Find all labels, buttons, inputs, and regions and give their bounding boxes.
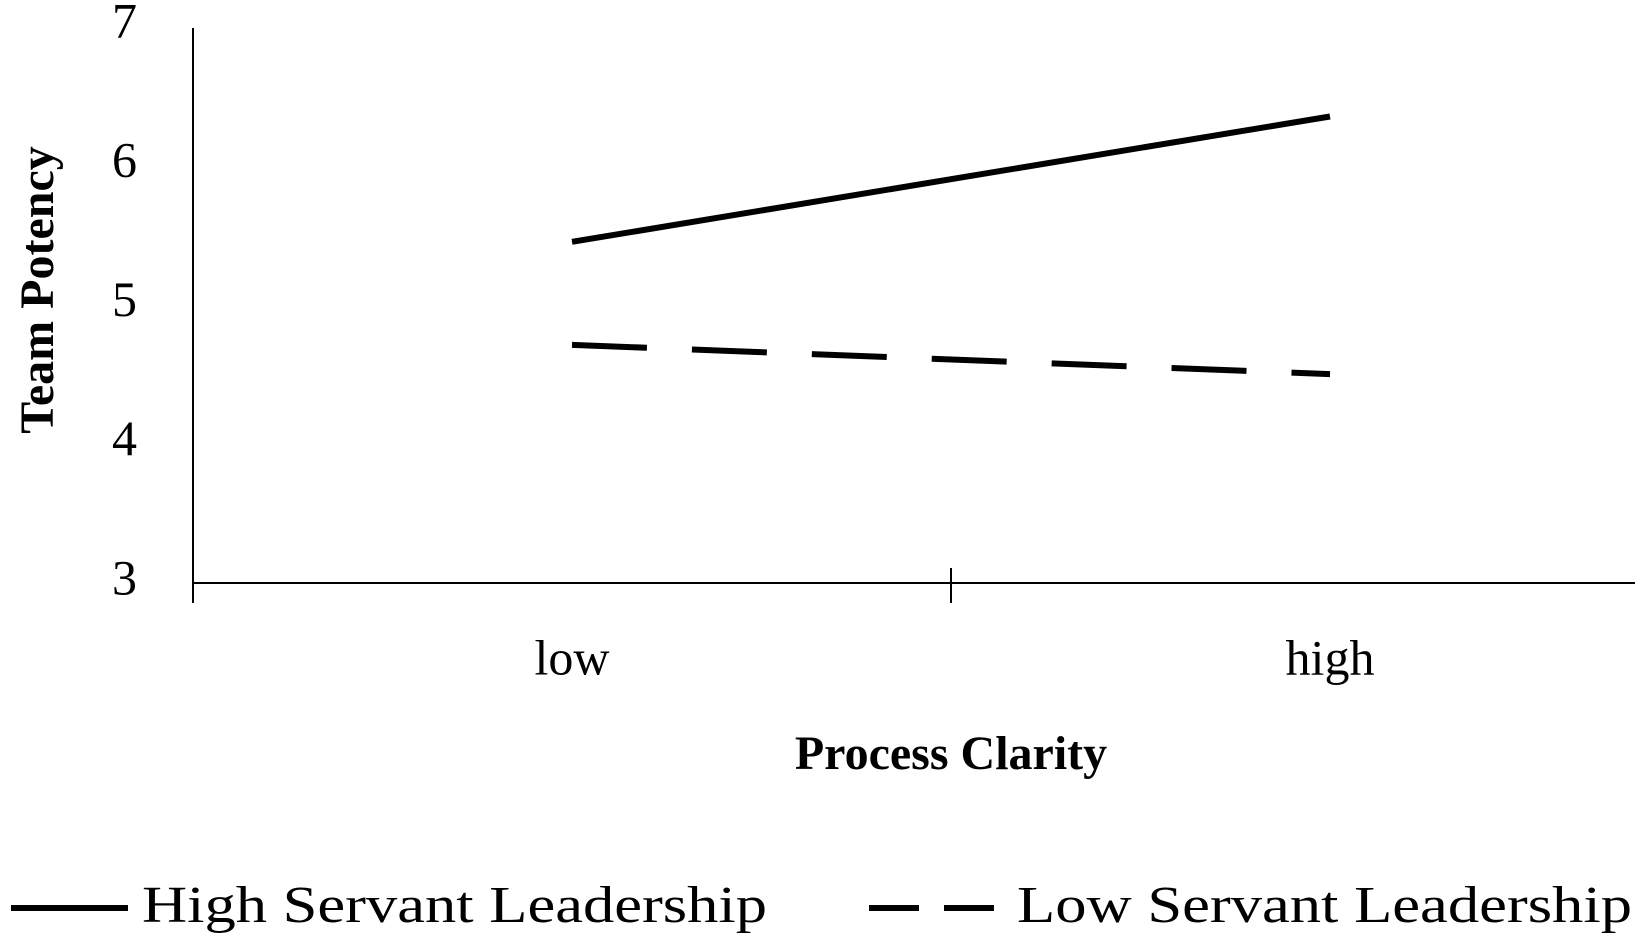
- series-line: [571, 113, 1331, 245]
- x-tick-label: high: [1286, 629, 1375, 685]
- y-axis-title: Team Potency: [11, 146, 64, 434]
- legend: High Servant Leadership Low Servant Lead…: [11, 877, 1632, 934]
- y-tick-label: 5: [112, 271, 137, 327]
- y-tick-label: 7: [112, 0, 137, 48]
- x-axis-title: Process Clarity: [795, 727, 1107, 780]
- series-line: [571, 341, 1331, 378]
- legend-label: High Servant Leadership: [142, 877, 767, 934]
- y-tick-label: 6: [112, 132, 137, 188]
- y-tick-label: 3: [112, 549, 137, 605]
- x-tick-label: low: [535, 629, 610, 685]
- y-tick-label: 4: [112, 410, 137, 466]
- legend-label: Low Servant Leadership: [1017, 877, 1632, 934]
